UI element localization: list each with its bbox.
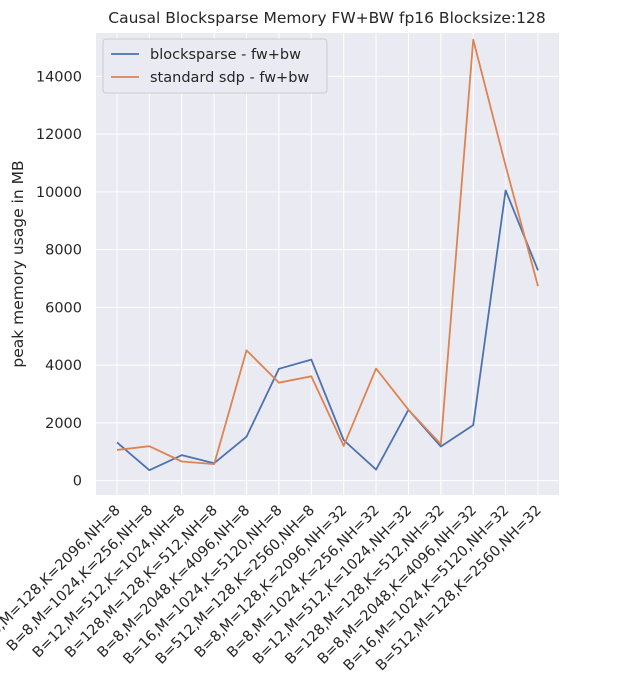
chart-title: Causal Blocksparse Memory FW+BW fp16 Blo… [108, 9, 545, 27]
plot-area [96, 33, 559, 495]
y-tick-label: 0 [73, 474, 82, 490]
y-tick-label: 10000 [36, 185, 82, 201]
legend-label-0: blocksparse - fw+bw [150, 47, 301, 63]
y-tick-label: 8000 [45, 243, 82, 259]
legend: blocksparse - fw+bw standard sdp - fw+bw [102, 38, 328, 94]
y-axis-label: peak memory usage in MB [9, 160, 27, 367]
y-tick-label: 4000 [45, 358, 82, 374]
x-tick-labels: B=8,M=128,K=2096,NH=8B=8,M=1024,K=256,NH… [0, 503, 545, 675]
x-gridlines [116, 33, 539, 495]
y-tick-labels: 0 2000 4000 6000 8000 10000 12000 14000 [36, 69, 82, 489]
y-tick-label: 2000 [45, 416, 82, 432]
series-line-1 [116, 38, 539, 466]
y-tick-label: 6000 [45, 300, 82, 316]
legend-box [102, 38, 328, 94]
legend-label-1: standard sdp - fw+bw [150, 70, 309, 86]
series-line-0 [116, 189, 539, 472]
y-tick-label: 12000 [36, 127, 82, 143]
series-lines [116, 38, 539, 472]
y-tick-label: 14000 [36, 69, 82, 85]
